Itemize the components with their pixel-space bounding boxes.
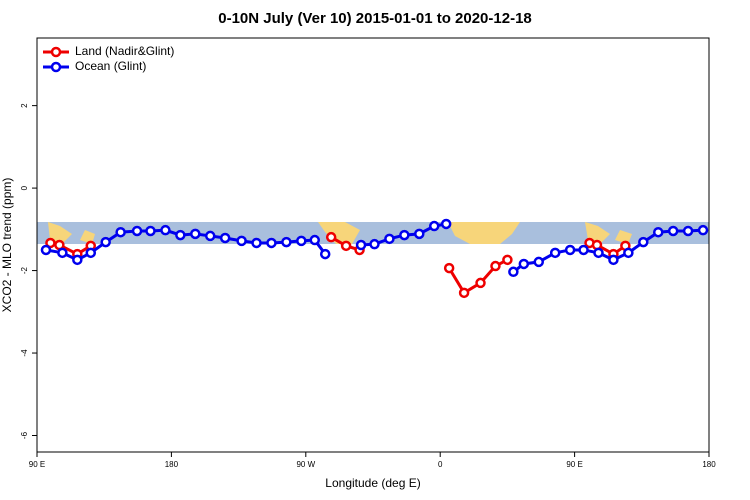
data-point (697, 224, 709, 236)
data-point (204, 230, 216, 242)
data-point (414, 228, 425, 240)
data-point (236, 235, 247, 247)
y-tick-label: -2 (20, 266, 29, 274)
data-point (682, 225, 694, 237)
x-tick-label: 0 (438, 460, 443, 469)
legend-marker (50, 61, 62, 73)
data-point (100, 236, 111, 248)
data-point (593, 247, 604, 259)
data-point (355, 239, 367, 251)
data-point (319, 248, 331, 260)
data-point (508, 266, 519, 278)
data-point (533, 256, 545, 268)
data-point (131, 225, 143, 237)
data-point (190, 228, 201, 240)
x-tick-label: 180 (702, 460, 716, 469)
data-point (340, 240, 352, 252)
data-point (145, 225, 156, 237)
data-point (564, 244, 576, 256)
data-point (85, 247, 97, 259)
x-tick-label: 90 E (566, 460, 582, 469)
data-point (608, 254, 619, 266)
y-axis-label: XCO2 - MLO trend (ppm) (0, 178, 14, 313)
map-strip (37, 222, 709, 244)
y-tick-label: 0 (20, 185, 29, 190)
data-point (399, 229, 410, 241)
data-point (518, 258, 530, 270)
data-point (45, 237, 56, 249)
x-tick-label: 90 W (296, 460, 315, 469)
y-tick-label: -6 (20, 431, 29, 439)
data-point (443, 262, 455, 274)
x-tick-label: 90 E (29, 460, 45, 469)
data-point (296, 235, 307, 247)
data-point (490, 260, 501, 272)
data-point (251, 237, 262, 249)
data-point (325, 231, 337, 243)
data-point (281, 236, 292, 248)
y-tick-label: 2 (20, 103, 29, 108)
x-axis-label: Longitude (deg E) (325, 476, 420, 490)
data-point (72, 254, 83, 266)
data-point (384, 233, 395, 245)
legend: Land (Nadir&Glint)Ocean (Glint) (43, 44, 174, 73)
data-point (623, 247, 634, 259)
data-point (549, 247, 561, 259)
data-point (219, 232, 231, 244)
data-point (667, 225, 679, 237)
legend-label: Land (Nadir&Glint) (75, 44, 174, 58)
data-point (428, 220, 440, 232)
data-point (266, 237, 277, 249)
data-point (175, 229, 186, 241)
data-point (40, 244, 52, 256)
data-point (115, 226, 126, 238)
legend-label: Ocean (Glint) (75, 59, 146, 73)
plot-frame (36, 37, 710, 453)
data-point (440, 218, 452, 230)
x-tick-label: 180 (165, 460, 179, 469)
data-point (57, 247, 68, 259)
data-point (475, 277, 486, 289)
data-point (458, 287, 470, 299)
data-point (502, 254, 513, 266)
chart-title: 0-10N July (Ver 10) 2015-01-01 to 2020-1… (218, 10, 532, 27)
data-point (652, 226, 664, 238)
y-tick-label: -4 (20, 349, 29, 357)
data-point (369, 238, 380, 250)
data-point (578, 244, 589, 256)
data-point (638, 236, 649, 248)
data-point (160, 224, 171, 236)
legend-marker (50, 46, 62, 58)
data-point (309, 234, 321, 246)
